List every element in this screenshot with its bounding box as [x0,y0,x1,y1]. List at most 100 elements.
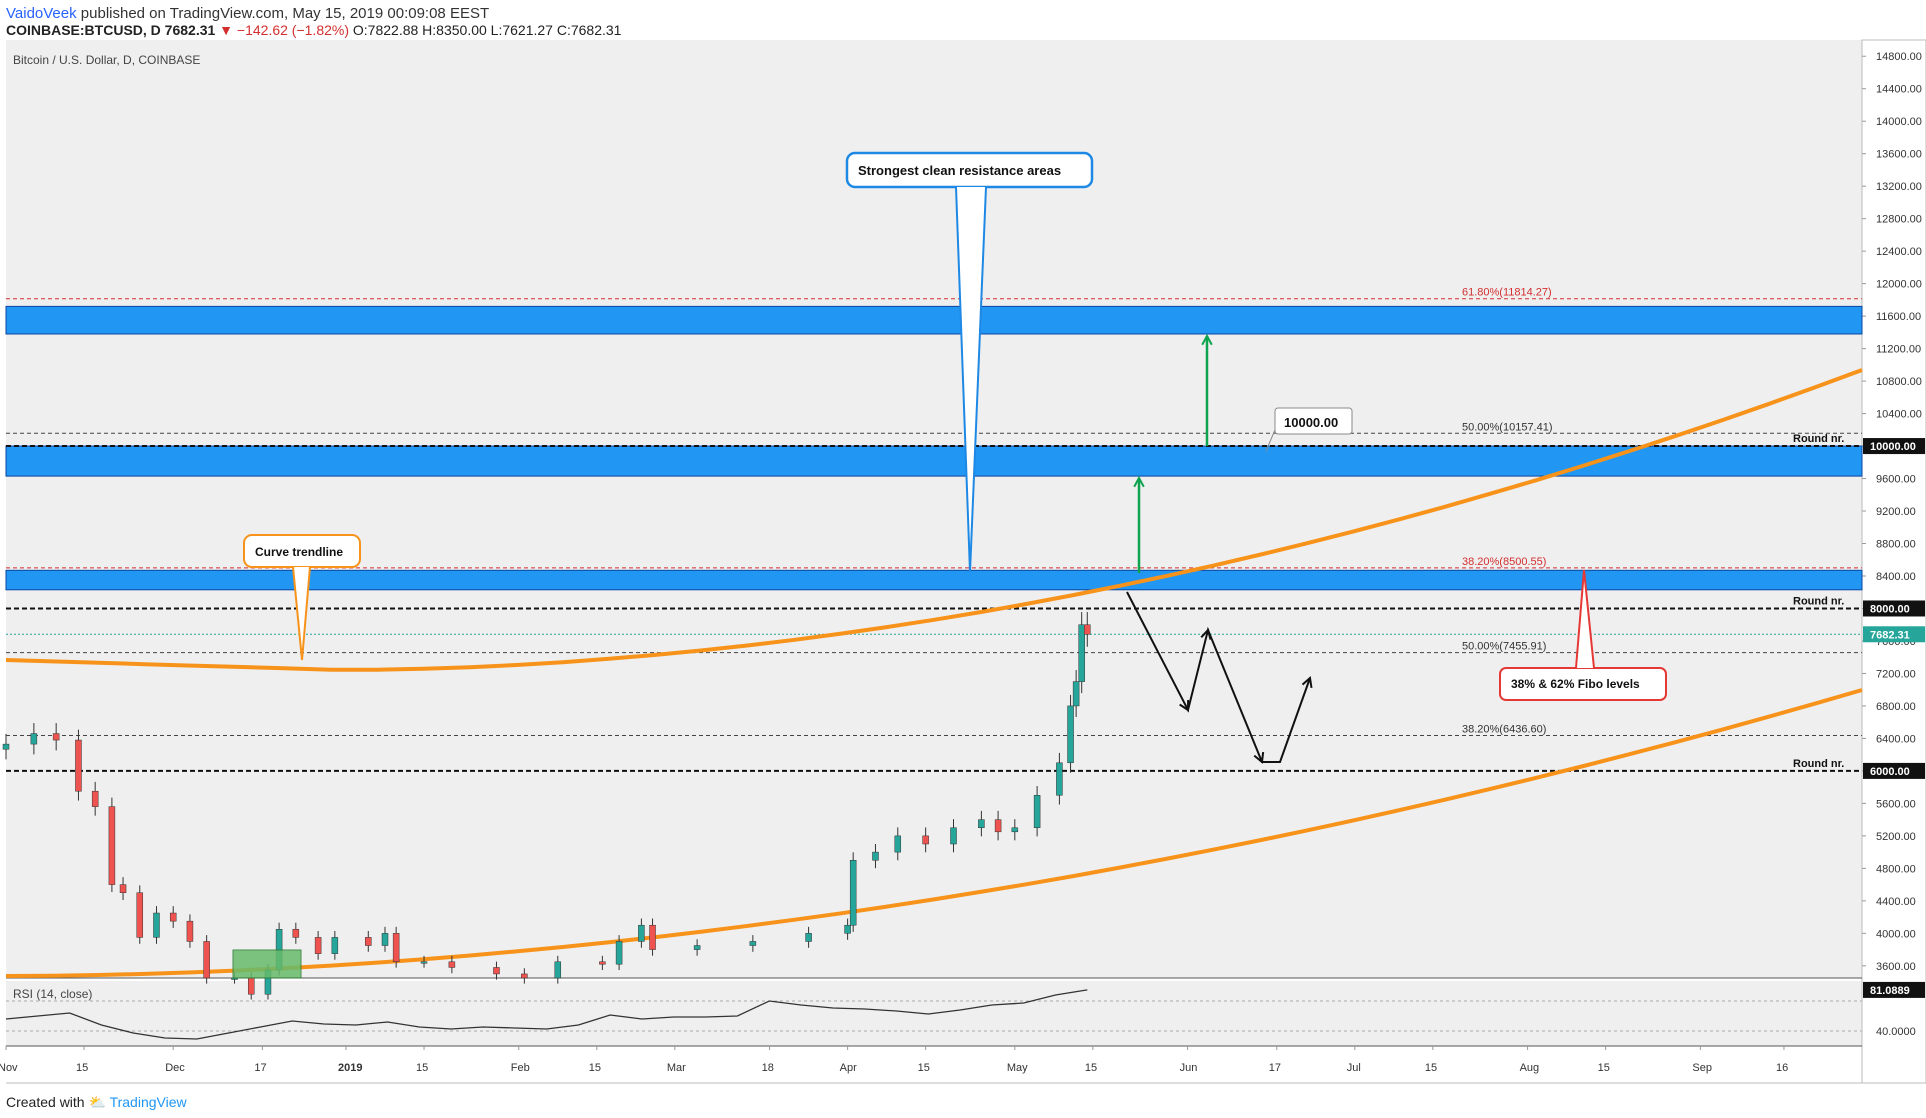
symbol-line: COINBASE:BTCUSD, D 7682.31 ▼ −142.62 (−1… [6,22,621,38]
candle-body [365,937,372,946]
x-tick-label: Apr [840,1062,857,1074]
candle-body [521,973,528,979]
candle-body [844,924,851,934]
candle-body [1056,762,1063,796]
x-tick-label: 17 [254,1062,266,1074]
candle-body [30,733,38,745]
curve-trendline-lower [5,688,1863,978]
callout-resistance-pointer [955,186,987,573]
y-tick-label: 7200.00 [1876,668,1916,680]
candle-body [805,933,812,942]
candle-body [1078,624,1085,682]
candle-body [153,912,160,938]
x-tick-label: Mar [667,1062,686,1074]
fib-level-label: 50.00%(10157.41) [1462,421,1553,433]
x-tick-label: 15 [1598,1062,1610,1074]
candle-body [978,819,985,829]
round-axis-value: 10000.00 [1870,441,1916,453]
candle-body [1033,795,1041,829]
label-10000-pointer [1265,429,1276,452]
curve-trendline-upper [5,368,1863,672]
candle-body [950,827,957,845]
publish-line: VaidoVeek published on TradingView.com, … [6,5,489,22]
candle-body [1072,681,1080,707]
y-tick-label: 9600.00 [1876,474,1916,486]
y-tick-label: 13200.00 [1876,181,1922,193]
candle-body [615,941,623,965]
round-number-label: Round nr. [1793,758,1844,770]
round-axis-value: 8000.00 [1870,603,1910,615]
projection-arrowhead [1200,627,1212,640]
candle-body [493,967,500,975]
candle-body [136,892,144,938]
x-tick-label: 15 [1085,1062,1097,1074]
y-tick-label: 12000.00 [1876,279,1922,291]
author-link[interactable]: VaidoVeek [6,5,77,22]
candle-body [849,859,857,926]
last-price-badge [1863,626,1925,643]
candle-body [872,851,879,861]
price-axis [1861,39,1926,1084]
candle-body [186,920,194,942]
rsi-last-badge [1863,981,1925,998]
candle-body [994,819,1002,833]
y-tick-label: 9200.00 [1876,506,1916,518]
x-tick-label: May [1007,1062,1028,1074]
label-10000-box [1274,407,1353,435]
y-tick-label: 14800.00 [1876,51,1922,63]
x-tick-label: Aug [1520,1062,1540,1074]
y-tick-label: 8400.00 [1876,571,1916,583]
green-arrow-head [1133,475,1145,488]
rsi-tick-label: 40.0000 [1876,1026,1916,1038]
fib-level-label: 61.80%(11814.27) [1462,287,1552,299]
fib-level-label: 38.20%(8500.55) [1462,556,1546,568]
callout-fibo-text: 38% & 62% Fibo levels [1511,677,1640,691]
candle-body [554,961,562,979]
candle-body [693,945,701,950]
callout-curve-text: Curve trendline [255,545,343,559]
candle-body [314,937,322,954]
resistance-zone [5,305,1863,335]
candle-body [1011,827,1019,833]
y-tick-label: 4000.00 [1876,928,1916,940]
round-axis-badge [1863,762,1925,779]
candle-body [169,912,177,922]
x-tick-label: Sep [1692,1062,1712,1074]
resistance-zone [5,445,1863,477]
projection-arrowhead [1301,676,1313,689]
rsi-line [5,989,1088,1040]
green-arrow-head [1201,333,1213,346]
y-tick-label: 14400.00 [1876,84,1922,96]
x-tick-label: 15 [416,1062,428,1074]
candle-body [1084,624,1091,635]
x-tick-label: 15 [1425,1062,1437,1074]
callout-curve-pointer [292,566,311,661]
rsi-title: RSI (14, close) [13,987,92,1001]
candle-body [2,743,10,750]
fib-level-label: 50.00%(7455.91) [1462,641,1546,653]
rsi-last-value: 81.0889 [1870,985,1910,997]
projection-path [1126,591,1311,763]
round-axis-badge [1863,600,1925,617]
x-tick-label: 2019 [338,1062,362,1074]
x-tick-label: Jun [1180,1062,1198,1074]
candle-body [52,733,60,741]
projection-arrowhead [1179,699,1190,712]
tradingview-brand[interactable]: TradingView [109,1094,187,1110]
y-tick-label: 6800.00 [1876,701,1916,713]
x-tick-label: 16 [1776,1062,1788,1074]
candle-body [649,924,656,950]
y-tick-label: 11600.00 [1876,311,1921,323]
round-number-label: Round nr. [1793,433,1844,445]
candle-body [448,961,456,968]
candle-body [119,884,127,893]
y-tick-label: 13600.00 [1876,149,1922,161]
x-tick-label: 17 [1269,1062,1281,1074]
y-tick-label: 6400.00 [1876,733,1916,745]
down-arrow-icon: ▼ [219,22,234,38]
chart-header: VaidoVeek published on TradingView.com, … [0,0,1926,40]
created-with-text: Created with [6,1094,85,1110]
y-tick-label: 4800.00 [1876,863,1916,875]
chart-title: Bitcoin / U.S. Dollar, D, COINBASE [13,53,200,67]
